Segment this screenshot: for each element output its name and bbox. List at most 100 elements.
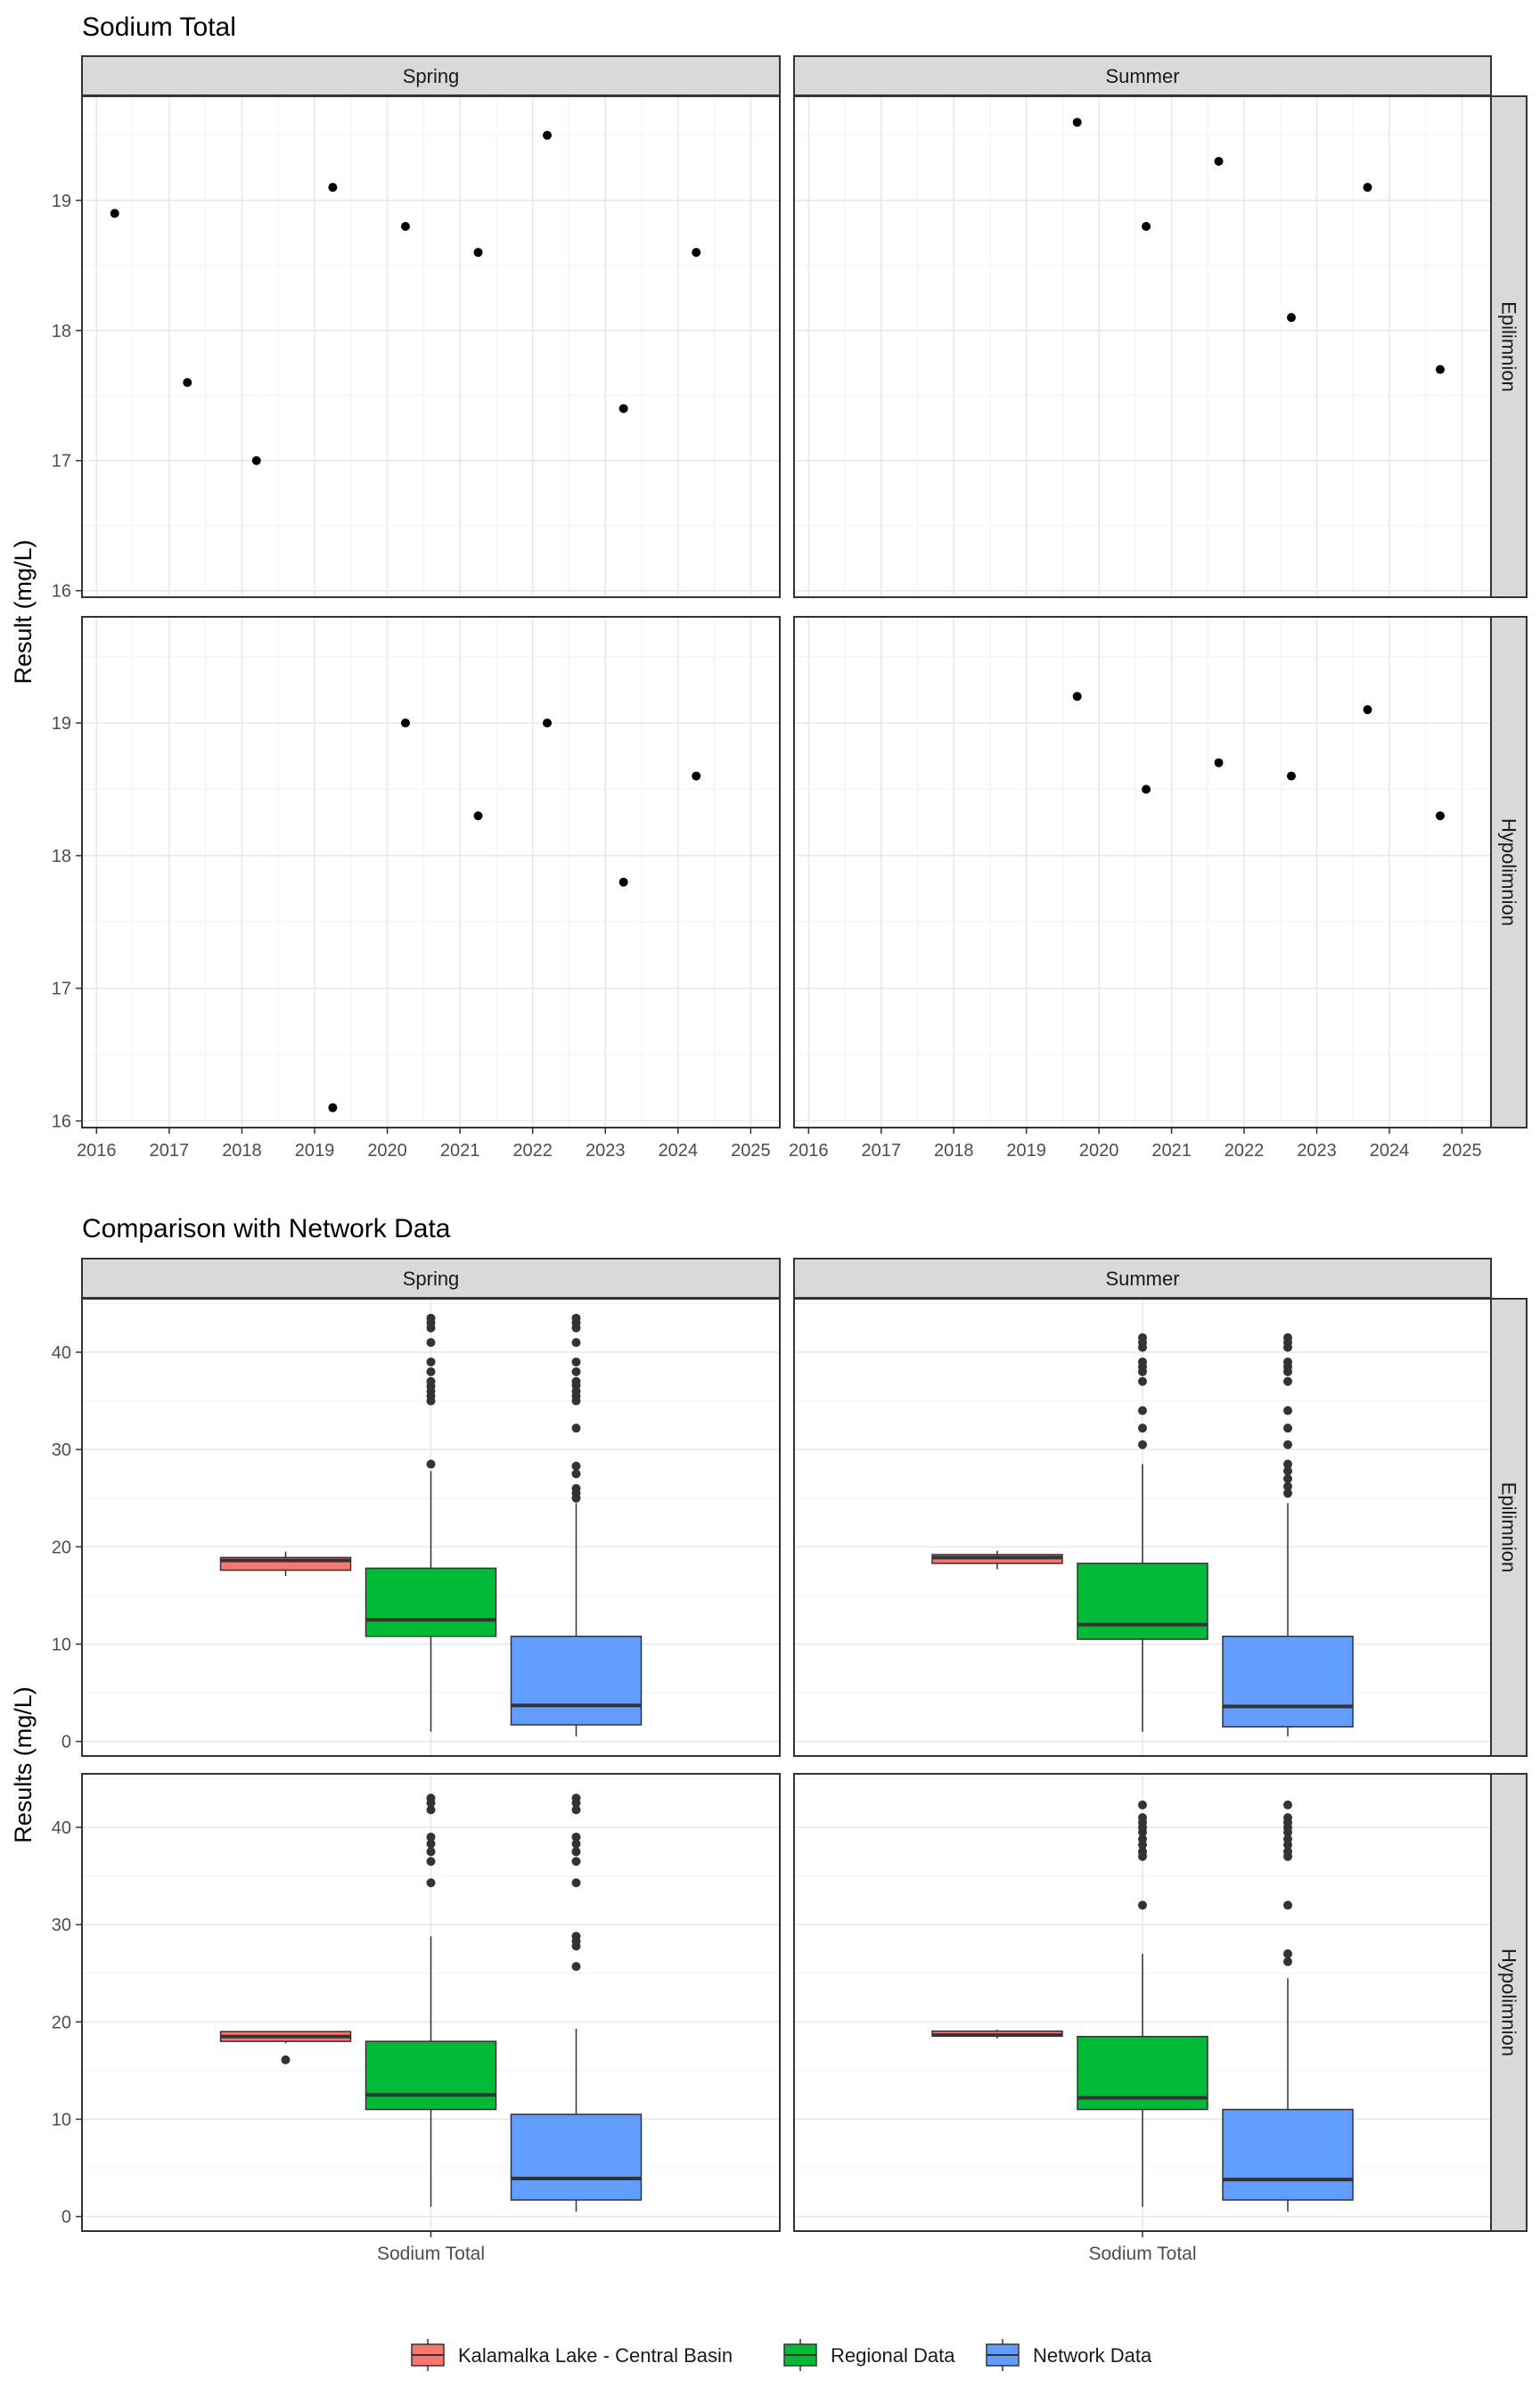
x-tick-label: Sodium Total	[377, 2244, 485, 2264]
panel-background	[82, 96, 780, 597]
outlier-point	[1283, 1847, 1292, 1857]
x-tick-label: 2025	[1442, 1141, 1482, 1161]
y-tick-label: 17	[52, 452, 71, 472]
data-point	[251, 455, 261, 465]
box-network-data	[1222, 1800, 1354, 2212]
legend-label: Network Data	[1033, 2344, 1152, 2367]
outlier-point	[571, 1424, 581, 1433]
panel-background	[82, 617, 780, 1128]
data-point	[400, 718, 410, 728]
outlier-point	[571, 1793, 581, 1803]
outlier-point	[1138, 1424, 1147, 1433]
outlier-point	[571, 1832, 581, 1842]
data-point	[1435, 811, 1445, 821]
outlier-point	[571, 1878, 581, 1888]
outlier-point	[571, 1469, 581, 1479]
outlier-point	[426, 1793, 436, 1803]
facet-strip-label: Hypolimnion	[1498, 818, 1520, 926]
facet-strip-hypolimnion	[1490, 616, 1528, 1128]
panel-border	[793, 1298, 1492, 1757]
outlier-point	[1283, 1466, 1292, 1476]
data-point	[1072, 118, 1082, 127]
x-tick-label: Sodium Total	[1088, 2244, 1196, 2264]
box-chart-title: Comparison with Network Data	[82, 1214, 451, 1243]
outlier-point	[1283, 1489, 1292, 1498]
x-tick-label: 2017	[862, 1141, 902, 1161]
x-tick-label: 2021	[1151, 1141, 1192, 1161]
outlier-point	[1283, 1440, 1292, 1449]
outlier-point	[426, 1366, 436, 1376]
box-body	[510, 1635, 643, 1726]
facet-strip-epilimnion	[1490, 1298, 1528, 1757]
data-point	[1142, 784, 1151, 794]
data-point	[473, 248, 483, 258]
x-tick-label: 2025	[731, 1141, 771, 1161]
panel-border	[81, 95, 781, 598]
y-tick-label: 17	[52, 980, 71, 999]
outlier-point	[571, 1857, 581, 1867]
outlier-point	[426, 1878, 436, 1888]
outlier-point	[426, 1376, 436, 1386]
y-tick-label: 30	[52, 1916, 71, 1935]
outlier-point	[571, 1805, 581, 1815]
box-network-data	[510, 1313, 643, 1737]
box-body	[365, 1567, 497, 1637]
x-tick-label: 2018	[222, 1141, 262, 1161]
outlier-point	[571, 1357, 581, 1366]
outlier-point	[571, 1483, 581, 1493]
data-point	[1286, 771, 1296, 781]
panel-spring-epilimnion	[81, 1298, 781, 1757]
facet-strip-label: Hypolimnion	[1498, 1949, 1520, 2056]
x-tick-label: 2016	[77, 1141, 117, 1161]
facet-strip-epilimnion	[1490, 95, 1528, 598]
outlier-point	[281, 2055, 291, 2064]
facet-strip-spring	[81, 1258, 781, 1299]
facet-strip-label: Summer	[1105, 1268, 1179, 1290]
data-point	[543, 130, 552, 140]
box-body	[1222, 2108, 1354, 2201]
panel-background	[794, 617, 1491, 1128]
data-point	[1363, 183, 1372, 193]
panel-background	[794, 96, 1491, 597]
outlier-point	[1138, 1834, 1147, 1844]
outlier-point	[1283, 1834, 1292, 1844]
y-tick-label: 30	[52, 1440, 71, 1460]
facet-strip-hypolimnion	[1490, 1773, 1528, 2232]
x-tick-label: 2024	[659, 1141, 699, 1161]
panel-spring-hypolimnion	[81, 1773, 781, 2232]
box-body	[1077, 1563, 1208, 1640]
outlier-point	[571, 1932, 581, 1941]
y-tick-label: 20	[52, 2013, 71, 2032]
x-tick-label: 2020	[367, 1141, 407, 1161]
outlier-point	[571, 1338, 581, 1348]
outlier-point	[1138, 1440, 1147, 1449]
outlier-point	[426, 1313, 436, 1323]
outlier-point	[426, 1857, 436, 1867]
box-network-data	[1222, 1333, 1354, 1737]
outlier-point	[426, 1357, 436, 1366]
legend-item: Network Data	[986, 2339, 1152, 2371]
box-kalamalka-lake-central-basin	[219, 1551, 352, 1577]
outlier-point	[1283, 1406, 1292, 1415]
box-regional-data	[1077, 1333, 1208, 1732]
outlier-point	[571, 1313, 581, 1323]
y-tick-label: 19	[52, 714, 71, 734]
box-body	[365, 2040, 497, 2111]
box-kalamalka-lake-central-basin	[931, 2030, 1063, 2039]
box-body	[510, 2113, 643, 2201]
y-tick-label: 18	[52, 322, 71, 341]
box-network-data	[510, 1793, 643, 2212]
outlier-point	[1138, 1900, 1147, 1910]
y-tick-label: 16	[52, 582, 71, 602]
x-tick-label: 2019	[1006, 1141, 1046, 1161]
x-tick-label: 2022	[1225, 1141, 1265, 1161]
outlier-point	[1138, 1357, 1147, 1366]
box-regional-data	[1077, 1800, 1208, 2207]
y-tick-label: 19	[52, 192, 71, 211]
box-body	[1222, 1635, 1354, 1728]
outlier-point	[1283, 1376, 1292, 1386]
panel-border	[81, 1298, 781, 1757]
facet-strip-summer	[793, 1258, 1492, 1299]
facet-strip-label: Spring	[403, 1268, 460, 1290]
